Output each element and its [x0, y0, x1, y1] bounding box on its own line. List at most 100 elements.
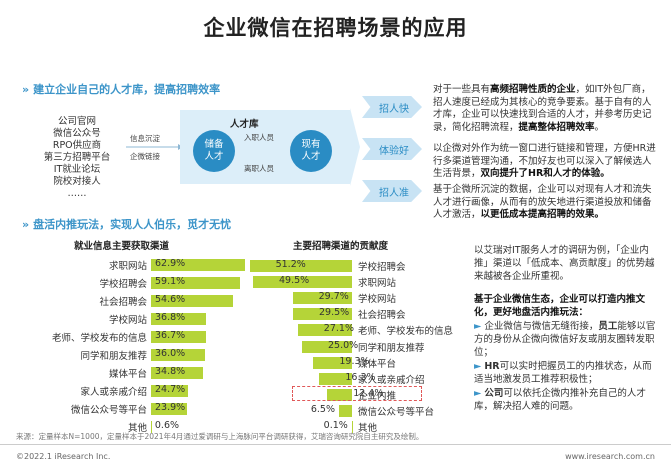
website-url: www.iresearch.com.cn — [565, 452, 655, 461]
chart2-bar — [292, 292, 352, 305]
chart2-value-label: 19.3% — [339, 355, 370, 367]
chart1-value-label: 59.1% — [155, 276, 186, 287]
chart2-category-label: 同学和朋友推荐 — [358, 342, 425, 354]
chart1-value-label: 0.6% — [154, 420, 180, 431]
source-item: …… — [67, 188, 87, 199]
bullet-arrow-icon: ► — [474, 361, 485, 372]
chart1-value-label: 23.9% — [155, 402, 186, 413]
chart2-value-label: 0.1% — [323, 420, 348, 431]
paragraph-efficiency: 对于一些具有高频招聘性质的企业，如IT外包厂商，招人速度已经成为其核心的竞争要素… — [433, 84, 652, 133]
referral-bullet: ► 公司可以依托企微内推补充自己的人才库，解决招人难的问题。 — [474, 388, 646, 412]
reserve-talent-circle: 储备 人才 — [193, 130, 235, 172]
chart2-category-label: 求职网站 — [358, 278, 397, 290]
paragraph-experience: 以企微对外作为统一窗口进行链接和管理，方便HR进行多渠道管理沟通，不加好友也可以… — [433, 143, 656, 180]
chart2-bar — [313, 356, 352, 369]
chart1-value-label: 62.9% — [155, 258, 186, 269]
section-heading-text: 建立企业自己的人才库，提高招聘效率 — [33, 83, 221, 96]
chart1-category-label: 老师、学校发布的信息 — [51, 333, 147, 344]
chart2-bar — [249, 260, 352, 272]
chart2-value-label: 12.4% — [353, 387, 384, 399]
chart1-bar — [151, 349, 205, 361]
page-title: 企业微信在招聘场景的应用 — [203, 16, 468, 40]
chart2-bar — [253, 276, 352, 289]
chart2-title: 主要招聘渠道的贡献度 — [293, 241, 389, 252]
chart1-category-label: 其他 — [127, 423, 147, 434]
chart2-category-label: 媒体平台 — [358, 358, 397, 370]
chart1-bar — [151, 295, 233, 307]
current-talent-circle: 现有 人才 — [290, 130, 332, 172]
referral-bullet: ► HR可以实时把握员工的内推状态，从而适当地激发员工推荐积极性； — [474, 361, 652, 385]
reserve-talent-label: 储备 人才 — [204, 139, 224, 162]
chart2-value-label: 27.1% — [323, 323, 354, 335]
chart1-category-label: 微信公众号等平台 — [70, 405, 147, 416]
chart2-value-label: 29.5% — [319, 307, 350, 319]
benefit-good-experience: 体验好 — [362, 138, 422, 160]
chart2-bar — [351, 421, 353, 433]
chart2-value-label: 49.5% — [279, 275, 310, 287]
source-footnote: 来源：定量样本N=1000，定量样本于2021年4月通过爱调研与上海脉问平台调研… — [16, 432, 424, 441]
chart2-value-label: 6.5% — [310, 403, 335, 415]
chart1-bar — [151, 367, 204, 379]
source-item: IT就业论坛 — [53, 164, 101, 175]
chart2-category-label: 微信公众号等平台 — [358, 406, 435, 418]
chart1-category-label: 求职网站 — [108, 261, 147, 272]
chart1-value-label: 36.7% — [155, 330, 186, 341]
chart1-bar — [151, 259, 246, 271]
source-channel-list: 公司官网 微信公众号 RPO供应商 第三方招聘平台 IT就业论坛 院校对接人…… — [32, 116, 122, 200]
bullet-arrow-icon: ► — [474, 321, 485, 332]
talent-pool-title: 人才库 — [230, 119, 259, 130]
chart2-value-label: 16.3% — [345, 371, 376, 383]
chart2-category-label: 学校招聘会 — [358, 262, 406, 273]
label-info-settle: 信息沉淀 — [130, 134, 160, 143]
copyright: ©2022.1 iResearch Inc. — [16, 452, 111, 461]
chart2-category-label: 学校网站 — [358, 294, 397, 306]
chart1-category-label: 媒体平台 — [108, 369, 147, 380]
referral-intro: 以艾瑞对IT服务人才的调研为例，「企业内推」渠道以「低成本、高贡献度」的优势越来… — [474, 245, 655, 282]
chart2-value-label: 29.7% — [318, 291, 349, 303]
source-item: 院校对接人 — [53, 176, 101, 187]
chart2-bar — [293, 308, 352, 321]
referral-heading: 基于企业微信生态，企业可以打造内推文化，更好地盘活内推玩法： — [474, 294, 646, 318]
chevron-right-icon: » — [22, 218, 30, 231]
label-entry: 入职人员 — [244, 133, 274, 142]
chart2-bar — [339, 404, 352, 417]
current-talent-label: 现有 人才 — [301, 139, 321, 162]
chart2-bar — [327, 388, 352, 401]
chart1-bar — [151, 421, 152, 433]
chart1-bar — [151, 331, 207, 343]
source-item: 微信公众号 — [53, 128, 101, 139]
chevron-right-icon: » — [22, 83, 30, 96]
chart2-value-label: 51.2% — [275, 259, 306, 270]
chart2-bar — [302, 340, 352, 353]
chart1-bar — [151, 385, 189, 397]
source-item: RPO供应商 — [52, 140, 102, 151]
chart1-bar — [151, 313, 207, 325]
highlight-box — [292, 385, 422, 401]
chart1-value-label: 24.7% — [155, 384, 186, 395]
chart1-value-label: 36.0% — [155, 348, 186, 359]
chart2-category-label: 社会招聘会 — [358, 310, 406, 322]
chart1-bar — [151, 277, 240, 289]
paragraph-cost: 基于企微所沉淀的数据，企业可以对现有人才和流失人才进行画像，从而有的放矢地进行渠… — [433, 184, 652, 221]
chart2-category-label: 企业内推 — [358, 390, 397, 402]
chart1-category-label: 学校招聘会 — [99, 279, 147, 290]
referral-bullet: ► 企业微信与微信无缝衔接，员工能够以官方的身份从企微向微信好友或朋友圈转发职位… — [474, 321, 656, 358]
footer-divider — [0, 444, 671, 445]
label-wecom-link: 企微链接 — [130, 152, 160, 161]
section-heading-talent-pool: » 建立企业自己的人才库，提高招聘效率 — [22, 81, 220, 97]
section-heading-text: 盘活内推玩法，实现人人伯乐，觅才无忧 — [33, 218, 232, 231]
chart2-category-label: 家人或亲戚介绍 — [358, 374, 425, 386]
section-heading-referral: » 盘活内推玩法，实现人人伯乐，觅才无忧 — [22, 216, 231, 232]
bullet-arrow-icon: ► — [474, 388, 485, 399]
chart1-value-label: 36.8% — [155, 312, 186, 323]
chart2-value-label: 25.0% — [328, 339, 359, 351]
benefit-fast-hiring: 招人快 — [362, 96, 422, 118]
chart1-bar — [151, 403, 187, 415]
chart2-bar — [297, 324, 352, 337]
source-item: 公司官网 — [57, 116, 96, 127]
benefit-accurate-hiring: 招人准 — [362, 180, 422, 202]
chart1-category-label: 家人或亲戚介绍 — [80, 387, 147, 398]
chart1-title: 就业信息主要获取渠道 — [74, 241, 170, 252]
source-item: 第三方招聘平台 — [43, 152, 111, 163]
chart2-category-label: 老师、学校发布的信息 — [358, 326, 454, 338]
